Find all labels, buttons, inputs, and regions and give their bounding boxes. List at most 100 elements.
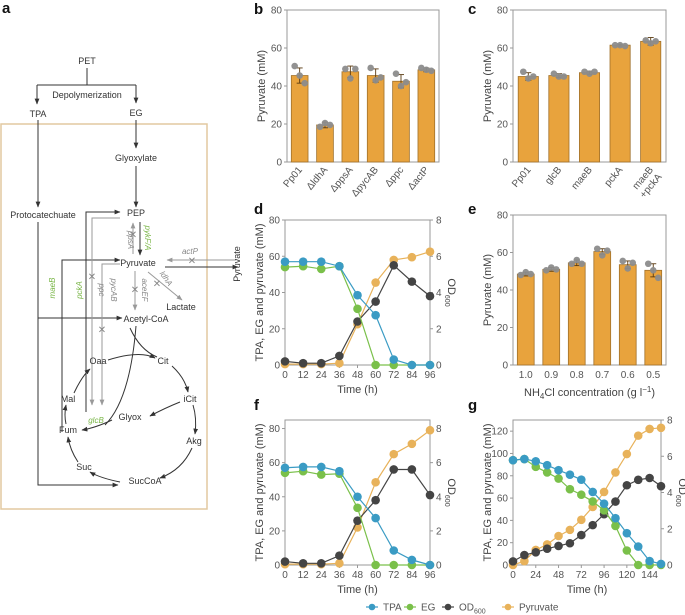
y-tick-label: 100 — [491, 449, 508, 460]
y2-tick-label: 4 — [667, 488, 673, 499]
data-point — [316, 123, 324, 131]
series-point-TPA — [389, 546, 399, 555]
x-tick-label: 0.9 — [544, 370, 558, 381]
y-tick-label: 0 — [274, 361, 280, 372]
x-tick-label: 96 — [599, 570, 611, 581]
series-point-TPA — [425, 560, 435, 570]
series-point-EG — [599, 506, 609, 515]
series-point-EG — [371, 560, 380, 570]
data-point — [568, 260, 576, 268]
series-point-EG — [588, 497, 597, 506]
data-point — [644, 260, 652, 268]
series-point-OD600 — [298, 358, 308, 368]
gene-pckA: pckA — [75, 281, 84, 300]
inhibited-x-ldhA: ✕ — [153, 279, 161, 290]
node-pet: PET — [78, 56, 96, 66]
node-icit: iCit — [184, 394, 197, 404]
series-point-OD600 — [353, 516, 362, 525]
series-point-Pyruvate — [407, 439, 417, 449]
bar-0 — [290, 75, 309, 163]
x-axis-label-sup: −1 — [642, 385, 652, 394]
series-point-OD600 — [588, 520, 597, 530]
inhibited-x-actP: ✕ — [188, 256, 196, 267]
data-point — [555, 73, 563, 80]
series-point-TPA — [335, 261, 344, 271]
y-tick-label: 40 — [497, 516, 509, 527]
node-acetylcoa: Acetyl-CoA — [123, 314, 168, 324]
y-tick-label: 20 — [497, 538, 509, 549]
data-point — [593, 245, 601, 253]
data-point — [530, 73, 537, 80]
series-point-Pyruvate — [656, 423, 666, 433]
series-point-Pyruvate — [633, 431, 643, 440]
y2-tick-label: 2 — [436, 324, 442, 335]
bar-5 — [644, 269, 663, 366]
series-point-OD600 — [371, 495, 380, 505]
legend-item-EG: EG — [404, 603, 436, 614]
series-point-TPA — [531, 456, 541, 466]
legend-item-Pyruvate: Pyruvate — [502, 603, 559, 614]
data-point — [619, 257, 627, 265]
node-suc: Suc — [76, 462, 92, 472]
panel-label-c: c — [468, 1, 476, 18]
bar-1 — [548, 75, 570, 163]
y2-axis-label-part: OD — [445, 478, 457, 495]
node-tpa: TPA — [30, 109, 47, 119]
data-point — [652, 38, 659, 45]
x-axis-label: Time (h) — [567, 584, 608, 596]
panel-label-g: g — [468, 397, 477, 414]
series-point-Pyruvate — [371, 278, 380, 287]
x-tick-label-line: Pp01 — [282, 165, 306, 190]
series-point-Pyruvate — [554, 531, 563, 541]
inhibited-x-ppc: ✕ — [88, 272, 96, 283]
x-axis-label-part: NH — [524, 387, 540, 399]
legend-marker — [504, 603, 512, 611]
series-point-EG — [353, 503, 362, 513]
series-point-TPA — [633, 542, 643, 551]
x-tick-label: 48 — [352, 570, 364, 581]
y-axis-label: TPA, EG and pyruvate (mM) — [482, 424, 494, 562]
inhibited-x-ppsA: ✕ — [129, 230, 137, 241]
y-tick-label: 80 — [497, 6, 509, 17]
y-tick-label: 40 — [497, 82, 509, 93]
y-axis-label: TPA, EG and pyruvate (mM) — [254, 224, 266, 362]
series-point-OD600 — [316, 358, 326, 368]
y2-tick-label: 0 — [667, 561, 673, 572]
y2-axis-label-sub: 600 — [443, 495, 450, 507]
series-point-Pyruvate — [425, 247, 435, 257]
data-point — [581, 68, 588, 76]
y2-tick-label: 6 — [667, 452, 673, 463]
y2-tick-label: 6 — [436, 252, 442, 263]
y-tick-label: 40 — [269, 288, 281, 299]
gene-ppsA: ppsA — [126, 230, 135, 249]
series-point-OD600 — [425, 490, 435, 500]
series-point-OD600 — [389, 465, 399, 474]
node-akg: Akg — [186, 436, 202, 446]
data-point — [550, 70, 558, 77]
series-point-Pyruvate — [425, 425, 435, 435]
data-point — [527, 270, 535, 278]
y-tick-label: 0 — [274, 561, 280, 572]
y2-axis-label-sub: 600 — [674, 495, 681, 507]
y2-axis-label: OD600 — [443, 478, 457, 506]
x-tick-label-line: Pp01 — [510, 165, 534, 190]
y2-tick-label: 8 — [436, 424, 442, 435]
data-point — [624, 265, 632, 272]
series-point-TPA — [588, 487, 597, 497]
bar-0 — [517, 76, 539, 163]
series-point-TPA — [565, 470, 575, 479]
x-tick-label: 0 — [510, 570, 516, 581]
x-tick-label: glcB — [543, 165, 564, 187]
series-point-TPA — [425, 360, 435, 370]
series-point-OD600 — [298, 558, 308, 568]
data-point — [301, 79, 308, 87]
node-oaa: Oaa — [89, 356, 106, 366]
series-point-OD600 — [335, 551, 344, 560]
y-tick-label: 0 — [502, 561, 508, 572]
x-tick-label: 84 — [406, 370, 418, 381]
